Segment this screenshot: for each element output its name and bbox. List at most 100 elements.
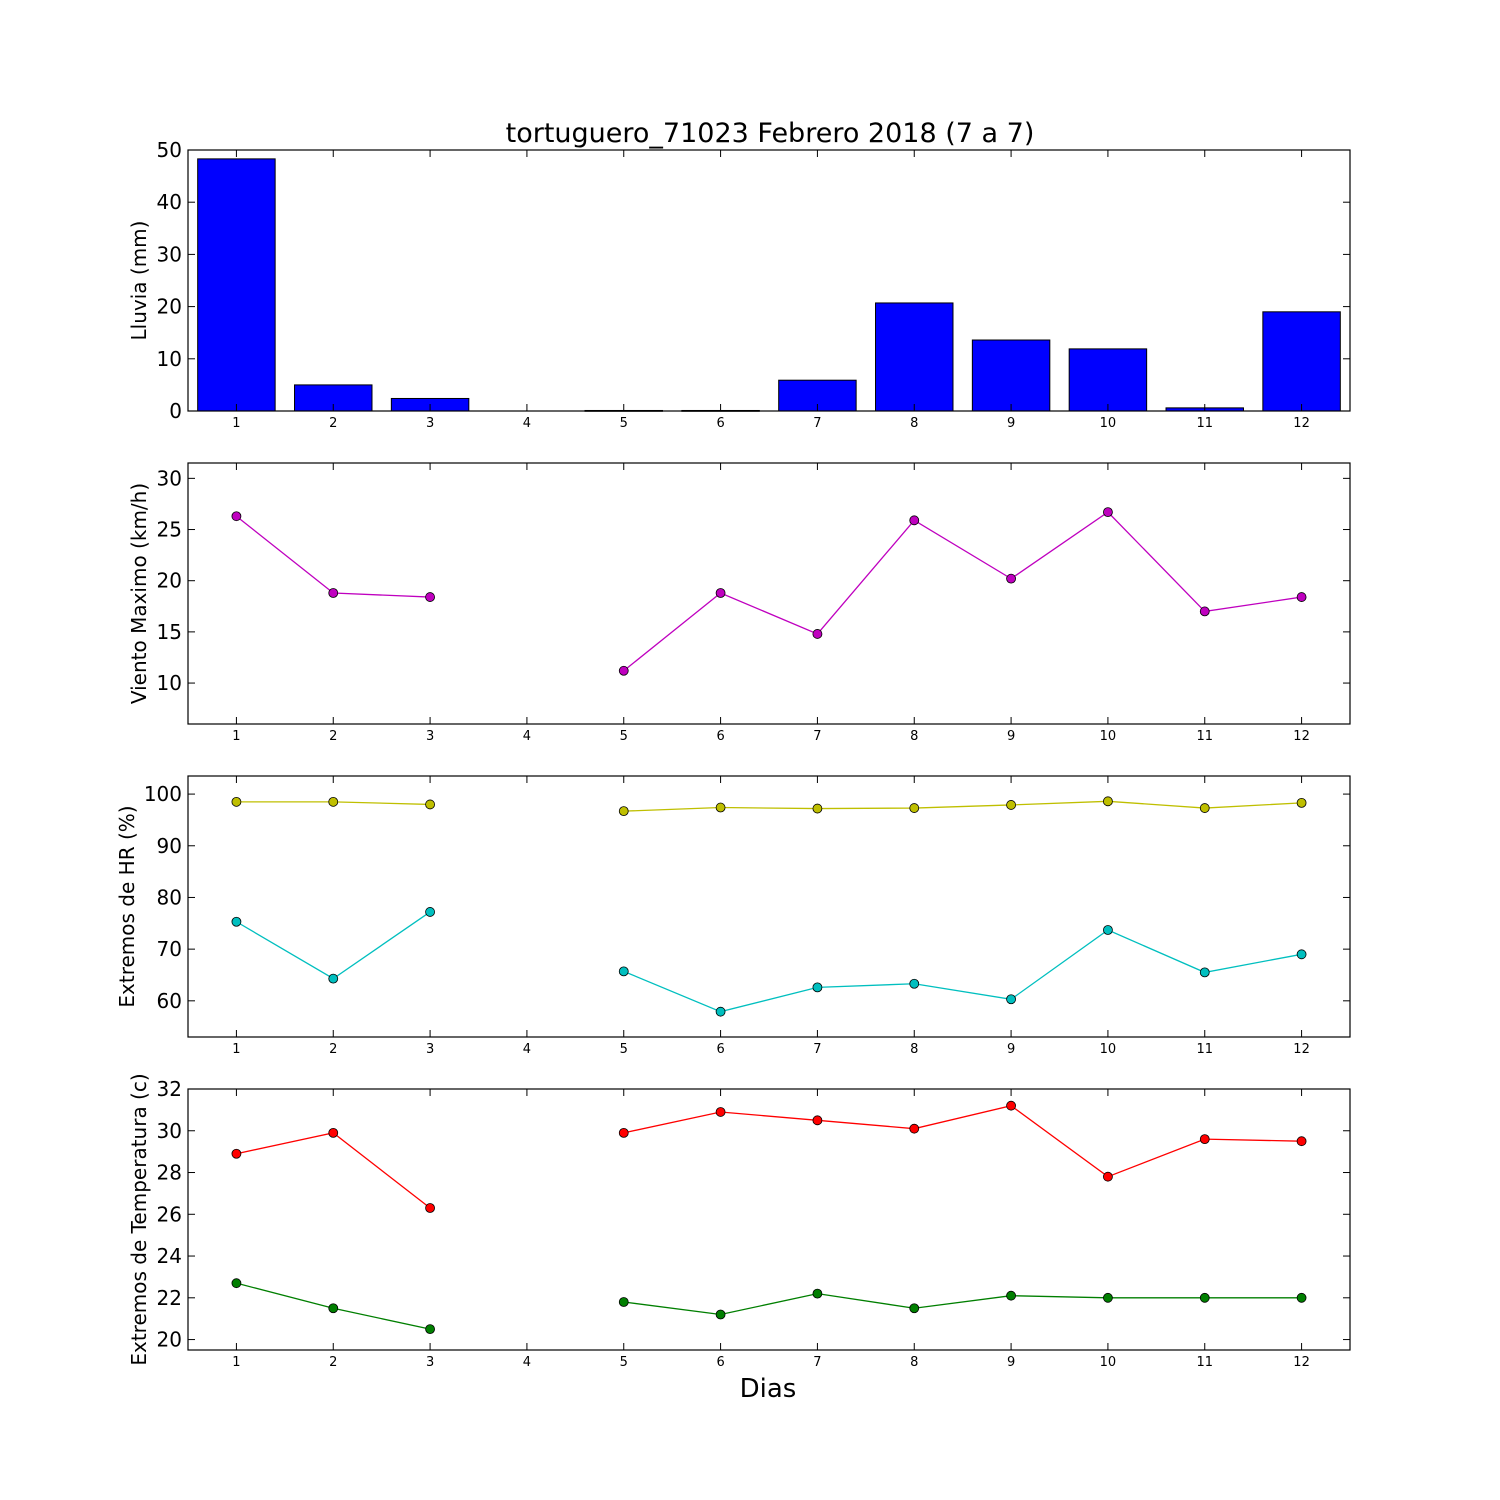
x-tick-label: 9 — [1007, 416, 1015, 431]
series-2-point-6 — [715, 1006, 726, 1017]
series-1-point-11 — [1199, 1134, 1210, 1145]
series-2-point-6 — [715, 1309, 726, 1320]
x-tick-label: 7 — [813, 729, 821, 744]
y-tick-label: 25 — [157, 518, 182, 542]
x-tick-label: 5 — [620, 1042, 628, 1057]
series-1-line-2 — [623, 511, 1302, 672]
x-tick-label: 6 — [716, 1355, 724, 1370]
series-2-point-9 — [1006, 994, 1016, 1005]
series-1-line-2 — [623, 1104, 1302, 1178]
x-tick-label: 12 — [1293, 416, 1310, 431]
series-1-point-6 — [715, 1107, 726, 1117]
y-tick-label: 30 — [157, 1119, 182, 1143]
x-tick-label: 4 — [523, 416, 531, 431]
series-1-point-9 — [1006, 800, 1016, 810]
x-tick-label: 2 — [329, 729, 337, 744]
x-tick-label: 1 — [232, 729, 240, 744]
series-1-point-1 — [231, 796, 242, 807]
series-1-point-11 — [1199, 606, 1210, 617]
series-2-point-5 — [618, 1297, 629, 1307]
series-2-point-7 — [812, 1288, 823, 1299]
series-2-point-9 — [1006, 1290, 1016, 1301]
y-tick-label: 100 — [144, 782, 182, 806]
y-tick-label: 30 — [157, 242, 182, 266]
bar-12 — [1262, 311, 1341, 412]
x-tick-label: 7 — [813, 416, 821, 431]
x-tick-label: 5 — [620, 1355, 628, 1370]
x-tick-label: 11 — [1196, 1355, 1213, 1370]
x-tick-label: 5 — [620, 416, 628, 431]
x-tick-label: 6 — [716, 416, 724, 431]
series-2-point-11 — [1199, 1292, 1210, 1303]
series-2-point-7 — [812, 982, 823, 993]
y-tick-label: 20 — [157, 569, 182, 593]
series-1-point-3 — [425, 592, 435, 602]
series-2-point-1 — [231, 1278, 242, 1289]
series-2-point-2 — [328, 973, 339, 984]
y-tick-label: 20 — [157, 1328, 182, 1352]
series-2-point-11 — [1199, 967, 1210, 978]
x-tick-label: 1 — [232, 1042, 240, 1057]
axes-frame — [187, 775, 1351, 1038]
axes-frame — [187, 462, 1351, 725]
series-1-point-3 — [425, 799, 435, 810]
y-tick-label: 70 — [157, 937, 182, 961]
series-1-point-1 — [231, 1148, 242, 1159]
axes-frame — [187, 149, 1351, 412]
y-tick-label: 30 — [157, 466, 182, 490]
x-tick-label: 1 — [232, 416, 240, 431]
x-tick-label: 10 — [1100, 1042, 1117, 1057]
y-tick-label: 28 — [157, 1161, 182, 1185]
series-1-point-10 — [1103, 796, 1113, 807]
x-tick-label: 2 — [329, 1355, 337, 1370]
x-tick-label: 8 — [910, 416, 918, 431]
y-tick-label: 24 — [157, 1244, 182, 1268]
bar-9 — [971, 339, 1051, 412]
x-tick-label: 7 — [813, 1355, 821, 1370]
x-tick-label: 12 — [1293, 1042, 1310, 1057]
x-tick-label: 6 — [716, 729, 724, 744]
x-tick-label: 8 — [910, 1355, 918, 1370]
series-1-point-10 — [1103, 507, 1113, 518]
series-1-point-7 — [812, 1115, 823, 1126]
x-tick-label: 3 — [426, 416, 434, 431]
x-tick-label: 10 — [1100, 1355, 1117, 1370]
series-1-point-2 — [328, 796, 339, 807]
x-tick-label: 3 — [426, 1355, 434, 1370]
series-2-point-8 — [909, 1303, 920, 1314]
y-tick-label: 32 — [157, 1077, 182, 1101]
y-tick-label: 22 — [157, 1286, 182, 1310]
series-2-point-10 — [1103, 1292, 1113, 1303]
y-axis-label: Extremos de HR (%) — [115, 805, 139, 1007]
x-tick-label: 2 — [329, 416, 337, 431]
x-tick-label: 3 — [426, 1042, 434, 1057]
x-tick-label: 12 — [1293, 1355, 1310, 1370]
x-tick-label: 7 — [813, 1042, 821, 1057]
y-tick-label: 80 — [157, 885, 182, 909]
series-1-point-8 — [909, 803, 920, 813]
series-1-point-9 — [1006, 1100, 1016, 1111]
x-tick-label: 8 — [910, 729, 918, 744]
y-tick-label: 60 — [157, 989, 182, 1013]
x-tick-label: 9 — [1007, 1042, 1015, 1057]
series-1-point-5 — [618, 806, 629, 817]
series-2-point-3 — [425, 1324, 435, 1335]
series-1-point-2 — [328, 588, 339, 598]
x-tick-label: 8 — [910, 1042, 918, 1057]
x-tick-label: 3 — [426, 729, 434, 744]
series-1-point-9 — [1006, 573, 1016, 584]
y-axis-label: Viento Maximo (km/h) — [127, 483, 151, 704]
series-2-point-3 — [425, 907, 435, 917]
y-tick-label: 40 — [157, 190, 182, 214]
y-axis-label: Extremos de Temperatura (c) — [127, 1073, 151, 1365]
x-tick-label: 2 — [329, 1042, 337, 1057]
series-1-point-5 — [618, 1127, 629, 1138]
series-1-point-6 — [715, 802, 726, 813]
x-tick-label: 12 — [1293, 729, 1310, 744]
bar-1 — [197, 158, 276, 412]
y-tick-label: 26 — [157, 1202, 182, 1226]
